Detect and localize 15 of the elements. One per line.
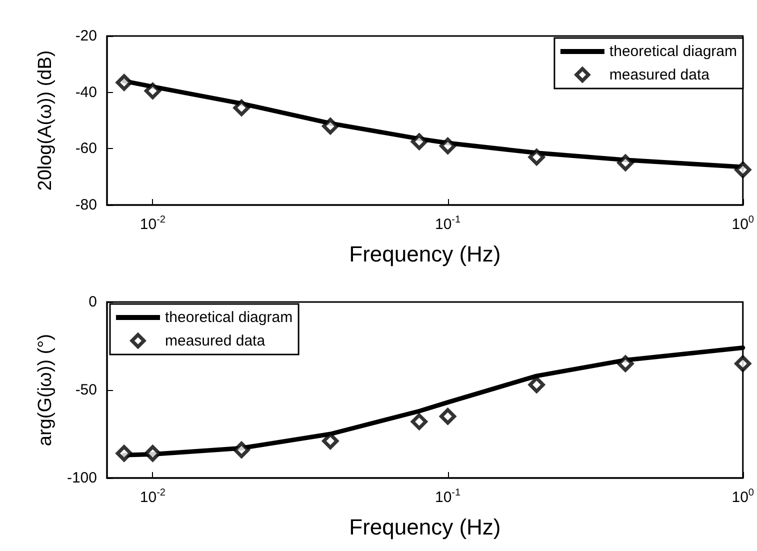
legend-label: measured data [165,332,266,350]
y-tick-label: -40 [75,84,97,101]
y-tick-label: 0 [88,294,97,310]
legend-label: theoretical diagram [165,309,293,326]
y-tick-label: -80 [75,196,97,214]
y-axis-title: 20log(A(ω)) (dB) [35,50,56,191]
x-axis-title: Frequency (Hz) [349,514,501,540]
y-tick-label: -100 [66,470,97,486]
y-tick-label: -50 [75,382,97,398]
y-axis-title: arg(G(jω)) (°) [35,334,56,446]
y-tick-label: -60 [75,140,97,158]
legend-label: measured data [609,66,710,84]
x-axis-title: Frequency (Hz) [349,242,501,266]
legend-label: theoretical diagram [609,43,738,60]
y-tick-label: -20 [75,28,97,44]
